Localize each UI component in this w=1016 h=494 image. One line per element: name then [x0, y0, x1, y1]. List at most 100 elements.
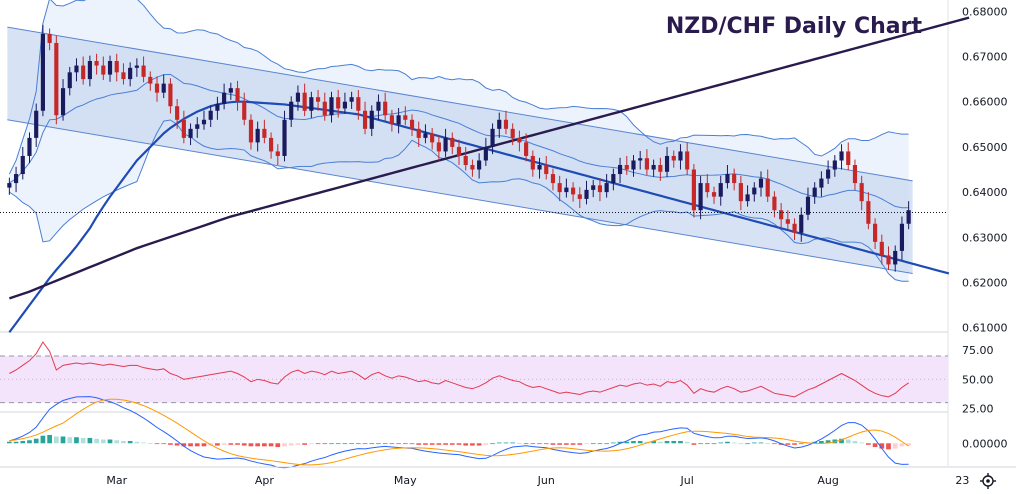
macd-bar — [530, 443, 536, 445]
price-tick-label: 0.61000 — [962, 322, 1008, 335]
macd-bar — [147, 443, 153, 445]
settings-icon[interactable] — [980, 473, 996, 489]
macd-bar — [423, 443, 428, 445]
macd-bar — [691, 443, 697, 445]
candle — [201, 119, 207, 125]
candle — [510, 128, 515, 138]
candle — [255, 128, 260, 143]
macd-bar — [866, 443, 871, 445]
macd-bar — [355, 443, 361, 445]
macd-bar — [604, 443, 609, 445]
candle — [758, 178, 764, 188]
macd-bar — [376, 443, 381, 445]
macd-bar — [543, 443, 549, 445]
x-tick-label: Mar — [106, 474, 127, 487]
macd-bar — [819, 441, 824, 444]
candle — [738, 183, 743, 202]
macd-bar — [342, 443, 348, 445]
bollinger-basis — [9, 73, 909, 209]
macd-bar — [382, 443, 388, 445]
macd-pane: 0.00000 — [7, 396, 1008, 469]
candle — [443, 137, 448, 152]
candle — [873, 223, 878, 242]
x-tick-label: Apr — [255, 474, 275, 487]
macd-bar — [262, 443, 267, 447]
macd-bar — [194, 443, 200, 447]
macd-bar — [718, 442, 724, 444]
candle — [215, 103, 220, 111]
rsi-tick-label: 50.00 — [962, 373, 994, 386]
candle — [161, 83, 166, 93]
candle — [107, 61, 113, 75]
candle — [571, 187, 576, 195]
candle — [342, 101, 347, 109]
candle — [329, 97, 334, 116]
price-tick-label: 0.65000 — [962, 141, 1008, 154]
candle — [20, 155, 25, 175]
price-tick-label: 0.63000 — [962, 231, 1008, 244]
candle — [423, 133, 428, 138]
macd-bar — [731, 442, 737, 444]
macd-bar — [53, 436, 59, 444]
candle — [275, 151, 280, 156]
candle — [879, 241, 884, 256]
candle — [315, 97, 321, 102]
candle — [792, 223, 797, 233]
candle — [530, 155, 535, 170]
macd-bar — [852, 441, 858, 444]
candle — [322, 101, 327, 116]
candle — [517, 137, 522, 143]
candle — [524, 142, 529, 156]
macd-bar — [181, 443, 187, 447]
macd-bar — [161, 443, 167, 445]
candle — [141, 65, 146, 77]
candle — [839, 151, 844, 161]
candle — [101, 65, 106, 75]
candle — [168, 83, 173, 107]
chart-title: NZD/CHF Daily Chart — [666, 14, 923, 39]
candle — [356, 97, 361, 111]
rsi-tick-label: 75.00 — [962, 344, 994, 357]
macd-bar — [329, 443, 334, 445]
macd-bar — [483, 443, 489, 445]
candle — [658, 165, 663, 172]
candle — [228, 88, 233, 93]
candle — [262, 128, 267, 138]
macd-bar — [80, 437, 86, 444]
candle — [752, 187, 757, 195]
macd-bar — [651, 441, 656, 444]
macd-bar — [557, 443, 563, 445]
candle — [60, 88, 66, 116]
candle — [369, 110, 374, 129]
macd-bar — [839, 438, 844, 444]
candle — [396, 115, 401, 125]
candle — [403, 115, 408, 120]
candle — [148, 76, 153, 84]
candle — [34, 110, 39, 138]
candle — [7, 183, 12, 188]
macd-bar — [369, 443, 375, 445]
candle — [564, 187, 569, 193]
candle — [765, 178, 770, 197]
macd-bar — [899, 443, 905, 447]
macd-bar — [671, 441, 677, 444]
candle — [27, 137, 32, 156]
macd-bar — [228, 443, 234, 445]
macd-bar — [389, 443, 395, 445]
macd-bar — [684, 441, 690, 444]
price-pane: 0.68000 0.67000 0.66000 0.65000 0.64000 0.630… — [0, 0, 1008, 466]
x-tick-label: Aug — [817, 474, 838, 487]
candle — [430, 133, 435, 143]
candle — [906, 210, 911, 224]
x-tick-label: Jun — [537, 474, 555, 487]
candle — [597, 185, 603, 193]
macd-bar — [443, 443, 448, 445]
candle — [617, 165, 623, 175]
macd-bar — [235, 443, 240, 445]
rsi-pane: 75.00 50.00 25.00 — [0, 341, 994, 416]
candle — [282, 119, 287, 156]
macd-bar — [33, 438, 39, 444]
candle — [195, 124, 200, 129]
candle — [631, 160, 636, 170]
candle — [67, 72, 72, 89]
